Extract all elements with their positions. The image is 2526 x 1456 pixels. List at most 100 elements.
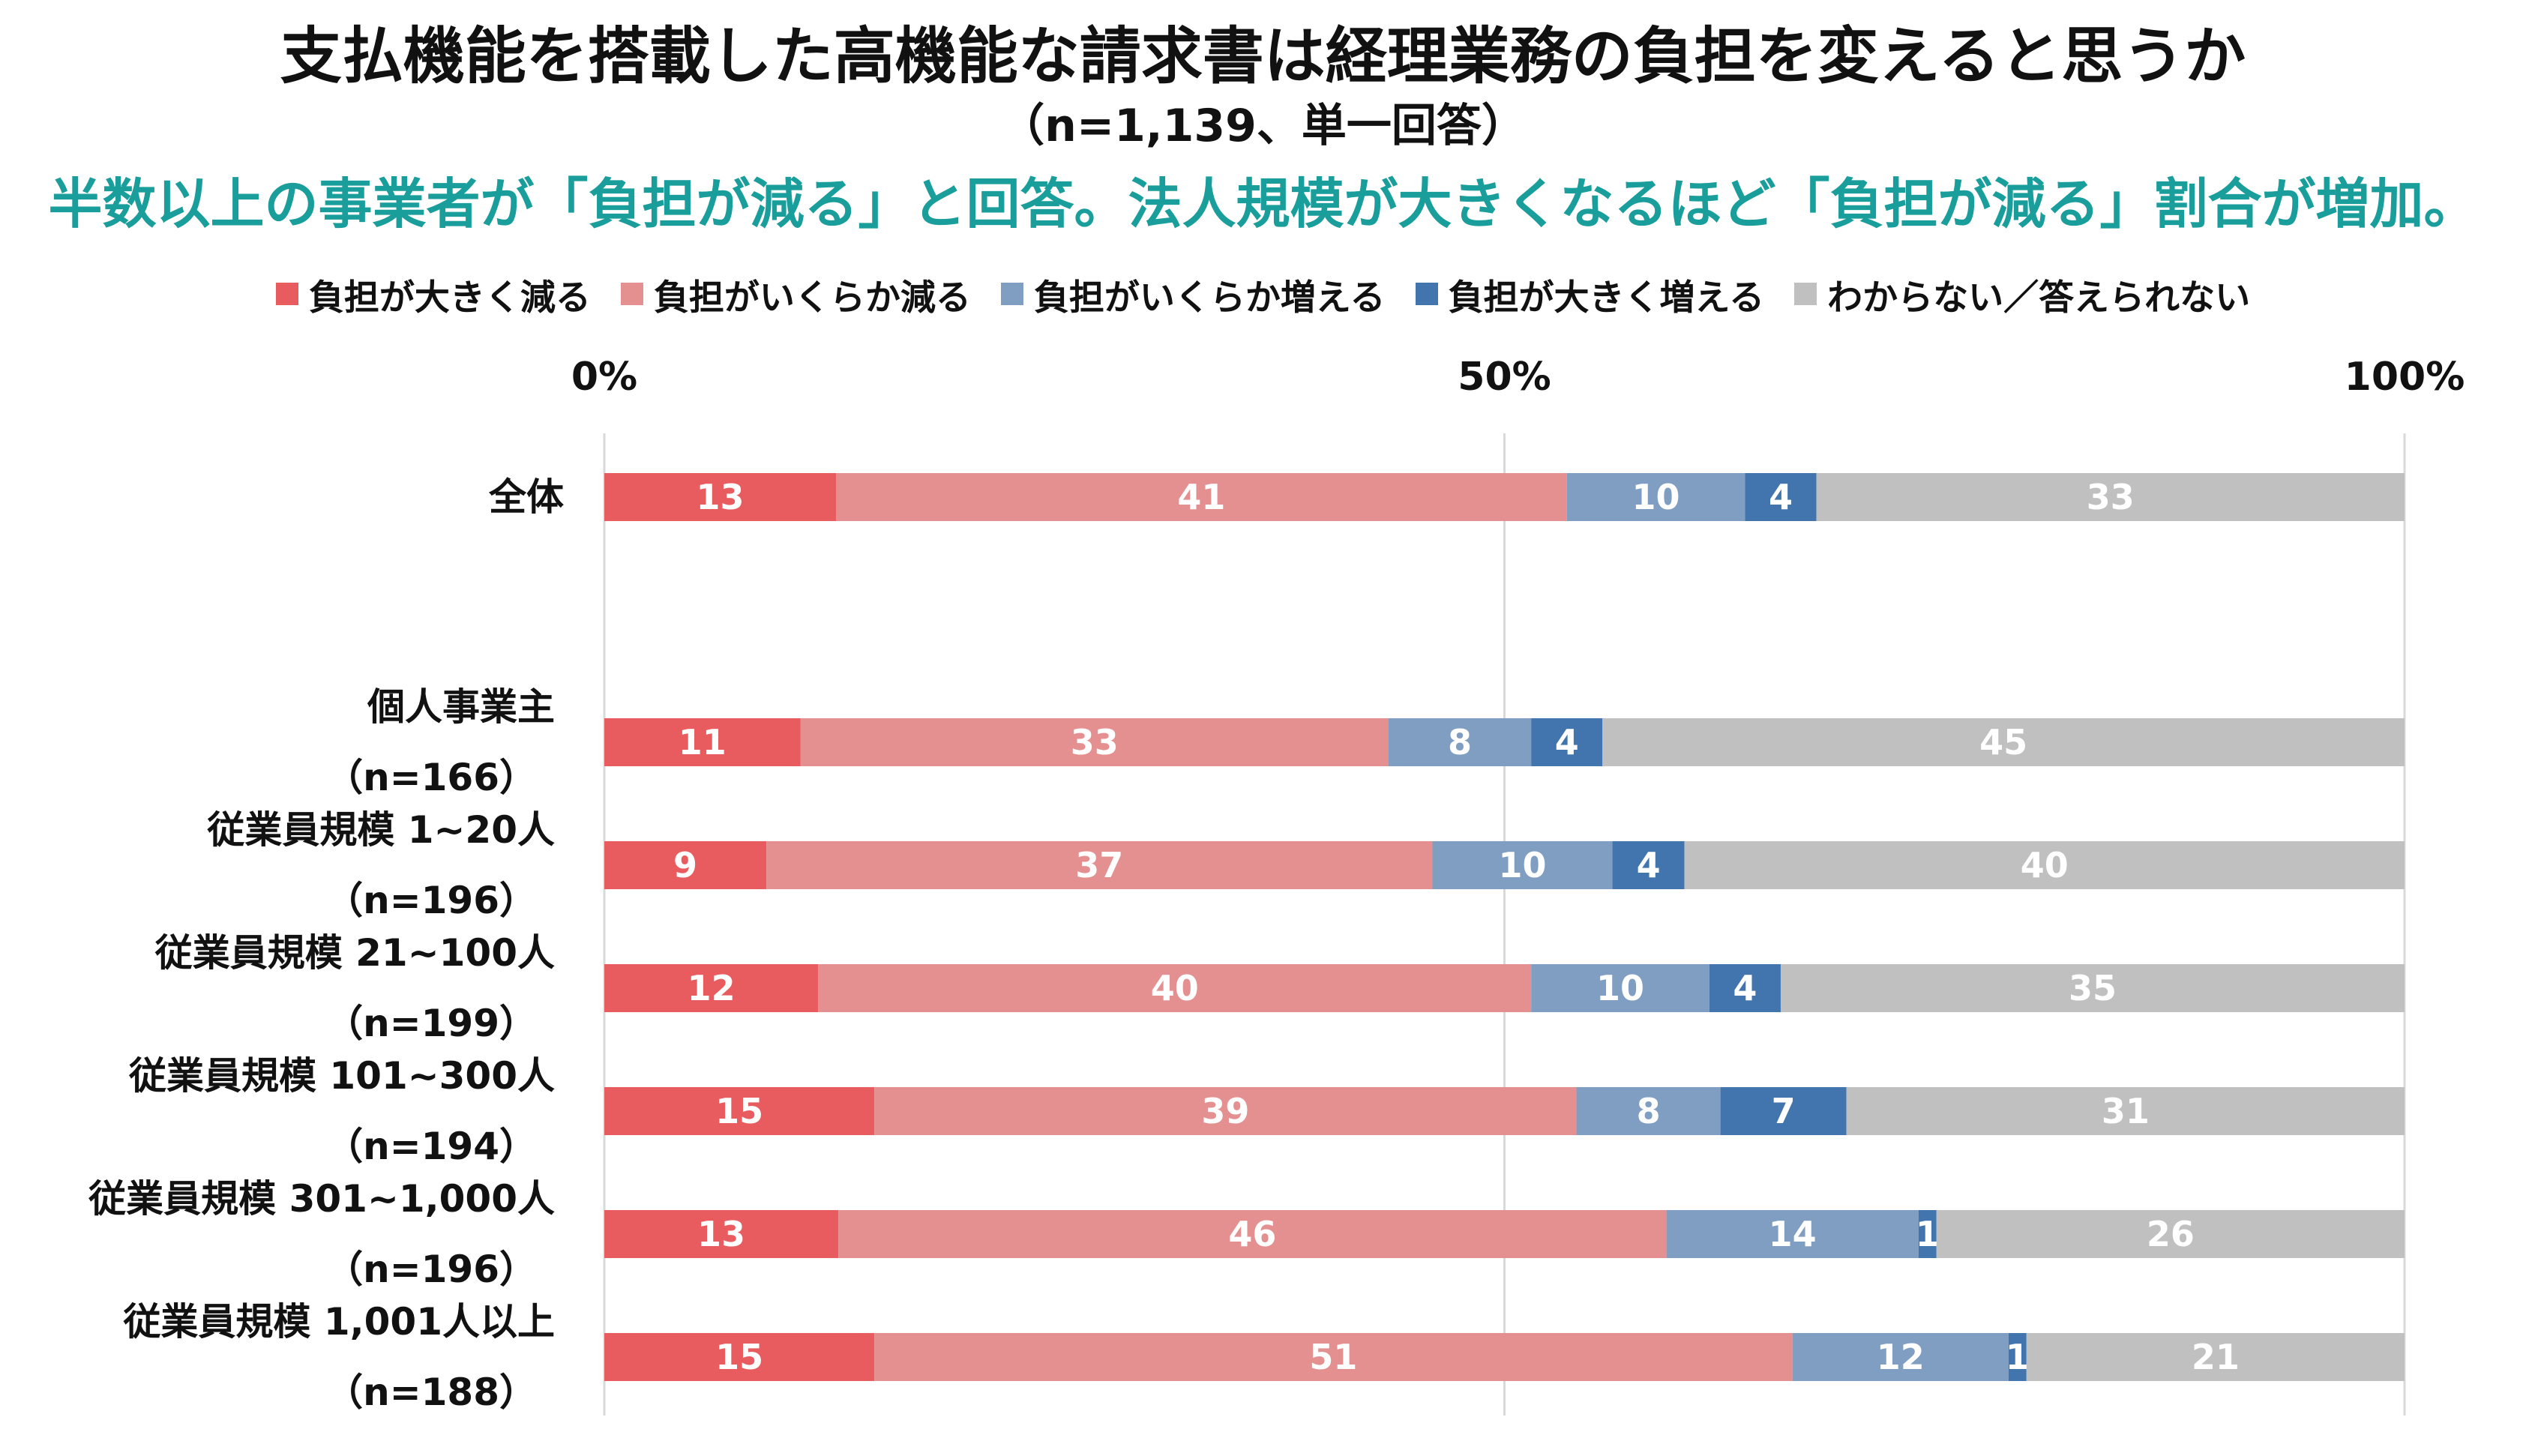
category-label: 従業員規模 101~300人 — [128, 1054, 555, 1098]
category-n-label: （n=199） — [325, 1002, 537, 1045]
data-label: 26 — [2147, 1214, 2195, 1254]
data-label: 33 — [1071, 722, 1119, 762]
data-label: 8 — [1637, 1091, 1661, 1131]
legend-item: 負担がいくらか増える — [1000, 268, 1386, 320]
bar-segment — [836, 473, 1567, 521]
bar-segment — [1576, 1087, 1721, 1135]
legend-item: 負担が大きく増える — [1415, 268, 1764, 320]
bar-segment — [1846, 1087, 2405, 1135]
data-label: 35 — [2069, 968, 2117, 1008]
data-label: 40 — [2021, 845, 2069, 885]
bar-segment — [874, 1333, 1793, 1381]
bar-segment — [604, 841, 767, 889]
bar-segment — [604, 473, 837, 521]
data-label: 4 — [1733, 968, 1757, 1008]
legend-swatch — [1794, 283, 1817, 305]
x-tick-label: 100% — [2345, 355, 2465, 400]
bar-segment — [874, 1087, 1577, 1135]
bar-segment — [1666, 1210, 1919, 1258]
category-n-label: （n=196） — [325, 1248, 537, 1291]
bar-segment — [1745, 473, 1817, 521]
bar-segment — [604, 718, 801, 766]
bar-segment — [1720, 1087, 1847, 1135]
data-label: 8 — [1448, 722, 1472, 762]
chart-legend: 負担が大きく減る 負担がいくらか減る 負担がいくらか増える 負担が大きく増える わからな… — [0, 264, 2526, 324]
bar-segment — [1602, 718, 2405, 766]
category-n-label: （n=188） — [325, 1371, 537, 1414]
bar-segment — [766, 841, 1433, 889]
data-label: 7 — [1772, 1091, 1796, 1131]
legend-item: 負担がいくらか減る — [620, 268, 971, 320]
data-label: 15 — [715, 1091, 763, 1131]
bar-segment — [1566, 473, 1745, 521]
chart-subtitle: （n=1,139、単一回答） — [999, 100, 1527, 152]
bar-segment — [2008, 1333, 2027, 1381]
bar-segment — [1531, 718, 1603, 766]
bar-segment — [1388, 718, 1532, 766]
data-label: 31 — [2102, 1091, 2150, 1131]
bar-segment — [800, 718, 1389, 766]
bar-segment — [1612, 841, 1685, 889]
legend-swatch — [1415, 283, 1438, 305]
data-label: 33 — [2087, 477, 2135, 517]
data-label: 4 — [1637, 845, 1661, 885]
legend-item: わからない／答えられない — [1794, 268, 2250, 320]
data-label: 46 — [1228, 1214, 1276, 1254]
data-label: 15 — [715, 1337, 763, 1377]
bar-segment — [604, 1333, 875, 1381]
data-label: 51 — [1309, 1337, 1357, 1377]
chart-headline: 半数以上の事業者が「負担が減る」と回答。法人規模が大きくなるほど「負担が減る」割… — [48, 172, 2478, 235]
legend-swatch — [275, 283, 298, 305]
bar-segment — [1918, 1210, 1937, 1258]
data-label: 12 — [1877, 1337, 1925, 1377]
data-label: 37 — [1075, 845, 1123, 885]
category-n-label: （n=196） — [325, 879, 537, 922]
bar-segment — [1936, 1210, 2405, 1258]
data-label: 45 — [1979, 722, 2027, 762]
data-label: 10 — [1499, 845, 1547, 885]
bar-segment — [604, 964, 819, 1012]
data-label: 4 — [1769, 477, 1793, 517]
data-label: 9 — [673, 845, 697, 885]
data-label: 13 — [697, 1214, 745, 1254]
bar-segment — [1432, 841, 1613, 889]
data-label: 10 — [1632, 477, 1680, 517]
bar-segment — [1780, 964, 2405, 1012]
data-label: 10 — [1596, 968, 1644, 1008]
category-n-label: （n=166） — [325, 756, 537, 799]
legend-swatch — [1000, 283, 1023, 305]
data-label: 4 — [1555, 722, 1579, 762]
data-label: 1 — [1916, 1214, 1940, 1254]
legend-swatch — [620, 283, 643, 305]
legend-label: わからない／答えられない — [1827, 277, 2251, 319]
category-label: 従業員規模 301~1,000人 — [88, 1177, 555, 1221]
legend-label: 負担が大きく減る — [308, 277, 591, 319]
bar-segment — [2026, 1333, 2405, 1381]
category-label: 個人事業主 — [367, 685, 555, 729]
legend-item: 負担が大きく減る — [275, 268, 591, 320]
chart-title: 支払機能を搭載した高機能な請求書は経理業務の負担を変えると思うか — [280, 21, 2246, 92]
category-n-label: （n=194） — [325, 1125, 537, 1168]
bar-segment — [1684, 841, 2405, 889]
bar-segment — [604, 1087, 875, 1135]
bar-segment — [838, 1210, 1667, 1258]
data-label: 40 — [1151, 968, 1199, 1008]
category-label: 従業員規模 21~100人 — [154, 931, 555, 975]
data-label: 14 — [1769, 1214, 1817, 1254]
data-label: 11 — [679, 722, 727, 762]
bar-segment — [1816, 473, 2405, 521]
data-label: 21 — [2192, 1337, 2240, 1377]
data-label: 39 — [1201, 1091, 1249, 1131]
category-label: 全体 — [488, 475, 564, 519]
bar-segment — [1531, 964, 1709, 1012]
legend-label: 負担がいくらか減る — [653, 277, 971, 319]
category-label: 従業員規模 1~20人 — [206, 808, 555, 852]
data-label: 13 — [697, 477, 745, 517]
bar-segment — [604, 1210, 839, 1258]
data-label: 12 — [688, 968, 736, 1008]
data-label: 1 — [2006, 1337, 2030, 1377]
data-label: 41 — [1177, 477, 1225, 517]
bar-segment — [818, 964, 1532, 1012]
x-tick-label: 50% — [1458, 355, 1551, 400]
